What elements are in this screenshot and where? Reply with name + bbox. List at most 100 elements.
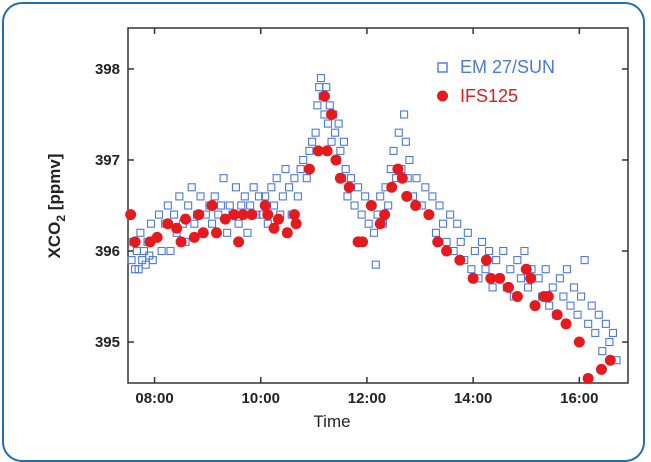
em27-point: [608, 328, 618, 337]
em27-point: [587, 301, 596, 310]
em27-point: [293, 192, 302, 201]
ifs125-point: [343, 181, 355, 193]
y-axis-title: XCO2 [ppmv]: [45, 154, 68, 259]
legend-em27-marker: [437, 62, 448, 73]
ifs125-series: [125, 90, 616, 384]
em27-point: [401, 137, 410, 146]
em27-point: [231, 183, 241, 192]
ifs125-point: [423, 209, 435, 221]
em27-point: [285, 183, 294, 192]
ifs125-point: [595, 363, 607, 375]
y-tick-label: 395: [95, 334, 120, 351]
em27-point: [555, 274, 564, 283]
ifs125-point: [529, 300, 541, 312]
em27-point: [591, 328, 600, 337]
ifs125-point: [334, 172, 346, 184]
legend-ifs125-marker: [437, 90, 448, 102]
em27-point: [438, 219, 448, 228]
em27-point: [492, 256, 501, 265]
em27-point: [545, 301, 554, 310]
em27-point: [219, 174, 228, 183]
em27-point: [541, 265, 550, 274]
ifs125-point: [197, 227, 209, 239]
em27-point: [243, 228, 252, 237]
ifs125-point: [551, 309, 563, 321]
ifs125-point: [525, 272, 537, 284]
em27-point: [577, 292, 586, 301]
ifs125-point: [511, 291, 523, 303]
em27-point: [325, 101, 334, 110]
ifs125-point: [180, 213, 192, 225]
em27-point: [499, 246, 508, 256]
co2-scatter-chart: 395 396 397 398 08:00 10:00 12:00 14:00 16:00 E…: [45, 27, 629, 431]
y-axis-title-subscript: 2: [54, 215, 68, 222]
em27-point: [311, 128, 320, 137]
ifs125-point: [330, 154, 342, 166]
ifs125-point: [219, 213, 231, 225]
ifs125-point: [520, 263, 532, 275]
em27-point: [389, 146, 398, 155]
em27-point: [506, 265, 515, 274]
em27-point: [278, 192, 287, 201]
ifs125-point: [281, 227, 293, 239]
em27-point: [573, 310, 582, 319]
em27-point: [139, 246, 148, 256]
em27-point: [384, 201, 393, 210]
ifs125-point: [560, 318, 572, 330]
em27-point: [488, 283, 497, 292]
em27-point: [223, 228, 232, 237]
x-axis: 08:00 10:00 12:00 14:00 16:00: [135, 28, 599, 407]
em27-point: [323, 119, 333, 128]
y-tick-label: 398: [95, 61, 120, 78]
ifs125-point: [326, 108, 338, 120]
ifs125-point: [321, 145, 333, 157]
em27-point: [431, 228, 441, 237]
ifs125-point: [357, 236, 369, 248]
y-axis-title-unit: [ppmv]: [45, 154, 64, 215]
em27-point: [400, 110, 409, 119]
em27-point: [421, 183, 430, 192]
x-axis-title: Time: [313, 412, 350, 431]
em27-point: [580, 256, 589, 265]
em27-point: [141, 260, 150, 269]
em27-point: [470, 246, 479, 256]
em27-point: [184, 201, 193, 210]
em27-point: [605, 337, 614, 347]
em27-point: [210, 192, 219, 201]
em27-point: [361, 192, 370, 201]
em27-point: [520, 246, 529, 256]
em27-point: [559, 292, 568, 301]
ifs125-point: [171, 222, 183, 234]
em27-point: [148, 256, 157, 265]
ifs125-point: [386, 181, 398, 193]
ifs125-point: [494, 272, 506, 284]
ifs125-point: [379, 209, 391, 221]
em27-point: [456, 237, 465, 246]
em27-point: [334, 119, 343, 128]
ifs125-point: [262, 209, 274, 221]
ifs125-point: [441, 245, 453, 257]
em27-point: [412, 174, 421, 183]
ifs125-point: [268, 222, 280, 234]
em27-point: [394, 128, 403, 137]
plot-area: [127, 27, 629, 384]
em27-point: [369, 228, 379, 237]
ifs125-point: [401, 190, 413, 202]
em27-point: [134, 265, 143, 274]
em27-point: [313, 101, 322, 110]
em27-point: [364, 219, 373, 228]
em27-point: [350, 201, 359, 210]
em27-point: [594, 310, 603, 319]
y-tick-label: 397: [95, 152, 120, 169]
legend: EM 27/SUN IFS125: [437, 57, 555, 106]
ifs125-point: [485, 272, 497, 284]
x-tick-label: 08:00: [135, 390, 173, 407]
ifs125-point: [396, 172, 408, 184]
em27-point: [302, 174, 311, 183]
ifs125-point: [193, 209, 205, 221]
em27-point: [376, 192, 385, 201]
em27-point: [485, 246, 494, 256]
ifs125-point: [259, 200, 271, 211]
ifs125-point: [233, 236, 245, 248]
ifs125-point: [290, 218, 302, 230]
